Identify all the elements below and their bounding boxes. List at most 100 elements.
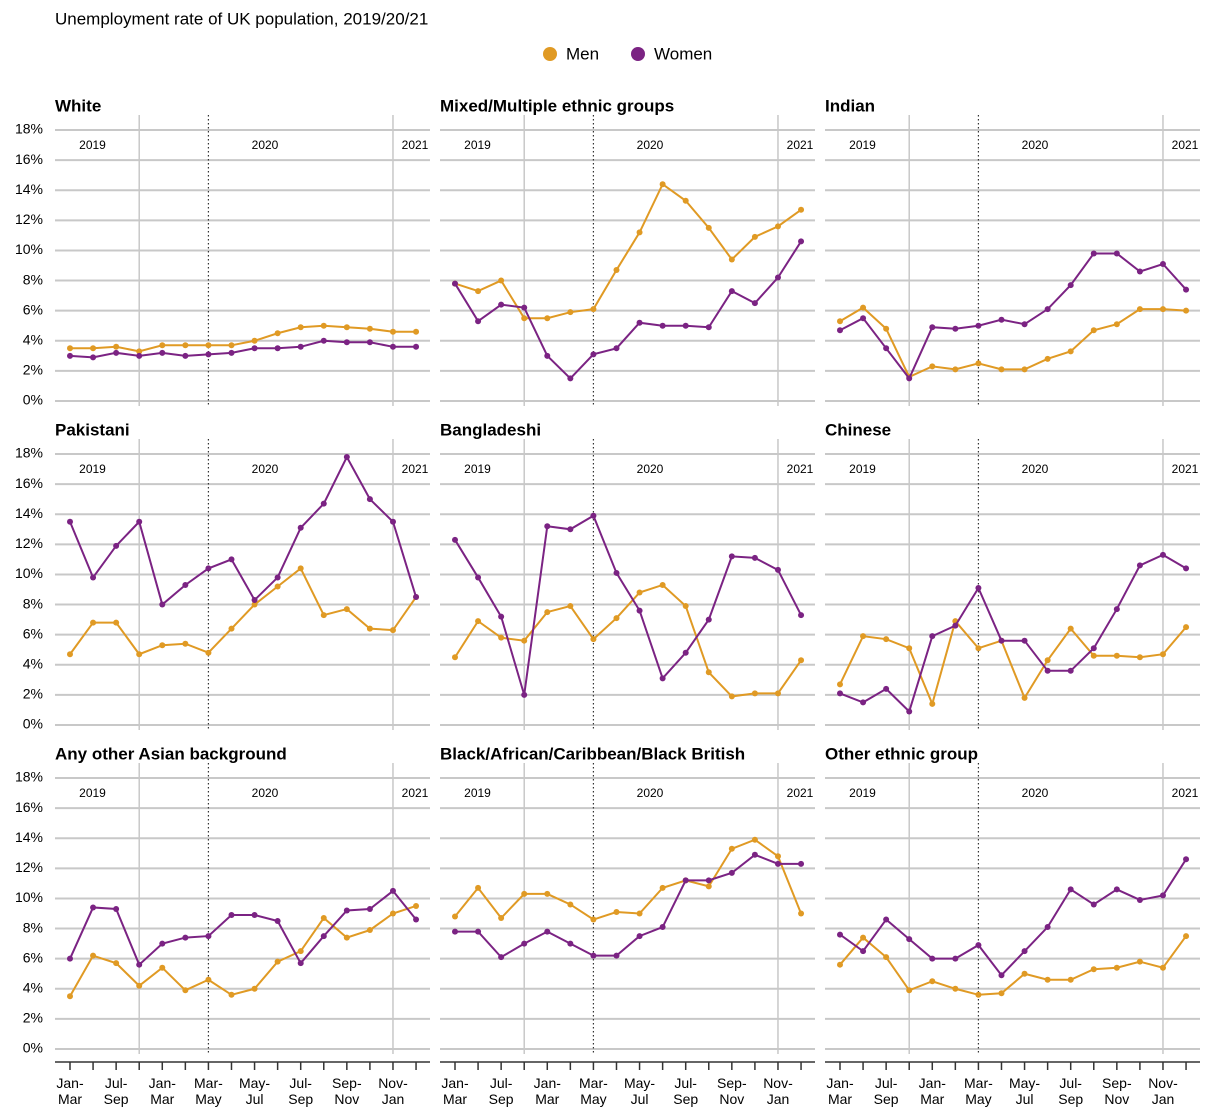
- y-tick-label: 2%: [23, 686, 43, 702]
- point: [929, 700, 936, 707]
- y-tick-label: 18%: [15, 769, 43, 785]
- point: [413, 328, 420, 335]
- point: [274, 330, 281, 337]
- point: [228, 625, 235, 632]
- point: [837, 961, 843, 968]
- point: [1044, 355, 1051, 362]
- x-tick-label-line: Jul: [246, 1091, 264, 1107]
- point: [567, 603, 574, 610]
- point: [413, 902, 420, 909]
- year-label: 2019: [849, 138, 876, 152]
- point: [883, 345, 890, 352]
- point: [751, 233, 758, 240]
- point: [475, 884, 482, 891]
- y-tick-label: 0%: [23, 392, 43, 408]
- x-tick-label-line: Mar: [920, 1091, 944, 1107]
- point: [1090, 327, 1097, 334]
- point: [136, 348, 143, 355]
- point: [1021, 694, 1028, 701]
- point: [883, 685, 890, 692]
- x-tick-label: Mar-May: [964, 1075, 993, 1107]
- point: [343, 339, 350, 346]
- point: [1113, 321, 1120, 328]
- point: [113, 343, 120, 350]
- point: [389, 328, 396, 335]
- point: [1136, 958, 1143, 965]
- year-label: 2020: [637, 462, 664, 476]
- series-line: [839, 252, 1187, 381]
- point: [67, 345, 73, 352]
- point: [297, 960, 304, 967]
- point: [751, 690, 758, 697]
- point: [1159, 551, 1166, 558]
- point: [113, 619, 120, 626]
- point: [297, 343, 304, 350]
- point: [228, 556, 235, 563]
- point: [136, 651, 143, 658]
- x-tick-label: Sep-Nov: [1102, 1075, 1132, 1107]
- point: [274, 583, 281, 590]
- legend-label: Men: [566, 44, 599, 63]
- x-tick-label-line: Jul-: [674, 1075, 697, 1091]
- point: [1183, 933, 1190, 940]
- x-tick-label-line: Jan-: [919, 1075, 947, 1091]
- point: [1021, 948, 1028, 955]
- point: [475, 574, 482, 581]
- x-tick-label-line: Sep: [288, 1091, 313, 1107]
- x-tick-label: Jan-Mar: [441, 1075, 469, 1107]
- point: [613, 908, 620, 915]
- point: [774, 223, 781, 230]
- x-tick-label-line: Jan: [382, 1091, 405, 1107]
- year-label: 2020: [1022, 462, 1049, 476]
- x-tick-label-line: Sep: [673, 1091, 698, 1107]
- point: [1090, 250, 1097, 257]
- point: [1159, 892, 1166, 899]
- panel-title: Indian: [825, 96, 875, 115]
- point: [90, 952, 97, 959]
- x-tick-label-line: Sep-: [1102, 1075, 1132, 1091]
- point: [498, 954, 505, 961]
- point: [860, 948, 867, 955]
- x-tick-label: May-Jul: [239, 1075, 270, 1107]
- panel-title: Any other Asian background: [55, 744, 287, 763]
- point: [475, 618, 482, 625]
- y-tick-label: 2%: [23, 362, 43, 378]
- point: [1136, 896, 1143, 903]
- x-tick-label-line: Nov-: [378, 1075, 408, 1091]
- year-label: 2020: [1022, 786, 1049, 800]
- point: [544, 928, 551, 935]
- x-tick-label-line: May: [580, 1091, 606, 1107]
- point: [929, 363, 936, 370]
- year-label: 2019: [464, 462, 491, 476]
- y-tick-label: 16%: [15, 475, 43, 491]
- point: [228, 991, 235, 998]
- point: [475, 928, 482, 935]
- point: [590, 512, 597, 519]
- point: [366, 339, 373, 346]
- point: [590, 636, 597, 643]
- point: [883, 325, 890, 332]
- point: [952, 325, 959, 332]
- point: [636, 229, 643, 236]
- point: [274, 345, 281, 352]
- point: [498, 915, 505, 922]
- point: [1021, 366, 1028, 373]
- x-tick-label: Jan-Mar: [826, 1075, 854, 1107]
- point: [1044, 667, 1051, 674]
- point: [320, 612, 327, 619]
- point: [413, 343, 420, 350]
- point: [343, 907, 350, 914]
- x-tick-label: Jan-Mar: [149, 1075, 177, 1107]
- point: [929, 978, 936, 985]
- point: [774, 690, 781, 697]
- point: [798, 238, 805, 245]
- x-tick-label-line: Jan-: [441, 1075, 469, 1091]
- point: [320, 915, 327, 922]
- year-label: 2020: [252, 138, 279, 152]
- x-tick-label-line: Jul-: [289, 1075, 312, 1091]
- point: [774, 860, 781, 867]
- x-tick-label: May-Jul: [1009, 1075, 1040, 1107]
- y-tick-label: 12%: [15, 535, 43, 551]
- x-tick-label: Sep-Nov: [332, 1075, 362, 1107]
- point: [1044, 657, 1051, 664]
